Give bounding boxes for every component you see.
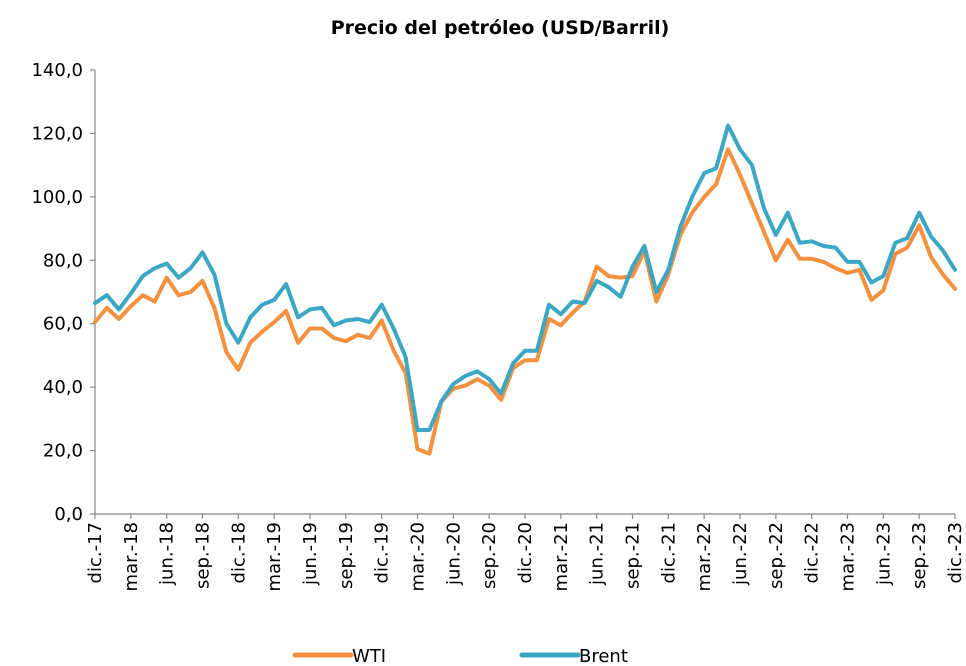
- legend-label: WTI: [352, 646, 386, 666]
- x-tick-label: mar.-22: [694, 522, 715, 591]
- x-tick-label: sep.-20: [479, 522, 500, 589]
- y-tick-label: 0,0: [54, 504, 83, 525]
- x-tick-label: dic.-18: [228, 522, 249, 583]
- y-tick-label: 80,0: [43, 250, 83, 271]
- x-tick-label: mar.-18: [121, 522, 142, 591]
- x-tick-label: jun.-22: [730, 522, 751, 586]
- x-tick-label: mar.-21: [551, 522, 572, 591]
- x-tick-label: mar.-20: [408, 522, 429, 591]
- x-tick-label: dic.-22: [802, 522, 823, 583]
- x-tick-label: sep.-22: [766, 522, 787, 589]
- y-tick-label: 40,0: [43, 377, 83, 398]
- y-tick-label: 120,0: [31, 123, 83, 144]
- y-tick-label: 20,0: [43, 441, 83, 462]
- x-tick-label: dic.-17: [85, 522, 106, 583]
- legend-label: Brent: [579, 646, 628, 666]
- x-tick-label: sep.-23: [909, 522, 930, 589]
- x-tick-label: sep.-21: [623, 522, 644, 589]
- x-tick-label: dic.-21: [658, 522, 679, 583]
- y-tick-label: 60,0: [43, 314, 83, 335]
- series-line: [93, 147, 957, 456]
- x-tick-label: jun.-18: [157, 522, 178, 586]
- x-tick-label: jun.-19: [300, 522, 321, 586]
- series-line: [93, 123, 957, 432]
- x-tick-label: dic.-19: [372, 522, 393, 583]
- x-tick-label: mar.-19: [264, 522, 285, 591]
- x-tick-label: mar.-23: [838, 522, 859, 591]
- x-tick-label: dic.-20: [515, 522, 536, 583]
- x-tick-label: sep.-19: [336, 522, 357, 589]
- x-tick-label: sep.-18: [193, 522, 214, 589]
- chart-title: Precio del petróleo (USD/Barril): [331, 17, 670, 39]
- y-tick-label: 100,0: [31, 187, 83, 208]
- x-tick-label: jun.-21: [587, 522, 608, 586]
- y-tick-label: 140,0: [31, 60, 83, 81]
- x-tick-label: jun.-20: [443, 522, 464, 586]
- x-tick-label: dic.-23: [945, 522, 966, 583]
- x-tick-label: jun.-23: [873, 522, 894, 586]
